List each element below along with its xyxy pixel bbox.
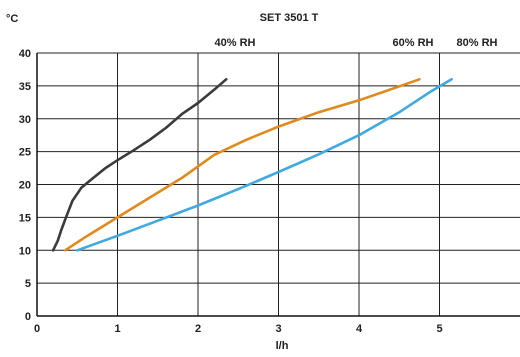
x-tick-label: 3 (275, 323, 281, 335)
series-label-80-rh: 80% RH (457, 37, 498, 49)
y-tick-label: 15 (19, 212, 31, 224)
x-tick-label: 1 (114, 323, 120, 335)
series-lines (51, 78, 453, 252)
y-tick-label: 10 (19, 245, 31, 257)
x-tick-label: 0 (34, 323, 40, 335)
x-tick-label: 5 (436, 323, 442, 335)
y-tick-label: 30 (19, 114, 31, 126)
grid (36, 52, 520, 317)
series-line-40-rh (51, 78, 228, 252)
series-label-40-rh: 40% RH (215, 37, 256, 49)
chart-title: SET 3501 T (260, 12, 319, 24)
x-tick-label: 4 (356, 323, 363, 335)
series-label-60-rh: 60% RH (393, 37, 434, 49)
y-tick-label: 0 (25, 311, 31, 323)
axis-ticks: 0 5 10 15 20 25 30 35 40 0 1 2 3 4 5 (19, 48, 443, 335)
y-tick-label: 35 (19, 81, 31, 93)
series-line-80-rh (76, 78, 453, 252)
series-line-60-rh (63, 78, 421, 252)
y-tick-label: 25 (19, 147, 31, 159)
y-tick-label: 40 (19, 48, 31, 60)
x-tick-label: 2 (195, 323, 201, 335)
y-tick-label: 20 (19, 180, 31, 192)
x-axis-unit: l/h (276, 340, 289, 352)
y-axis-unit: °C (6, 13, 18, 25)
series-labels: 40% RH 60% RH 80% RH (215, 37, 498, 49)
y-tick-label: 5 (25, 278, 31, 290)
